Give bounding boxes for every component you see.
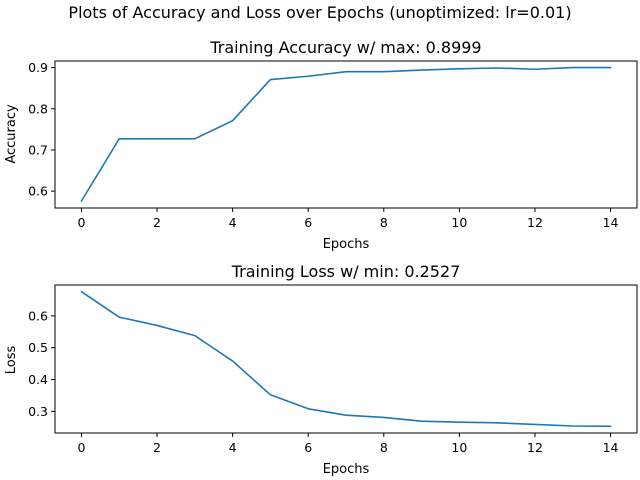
accuracy-y-tick-label: 0.7 — [28, 142, 48, 157]
accuracy-chart: Training Accuracy w/ max: 0.8999 Epochs … — [4, 38, 638, 252]
loss-y-tick-label: 0.5 — [28, 340, 48, 355]
accuracy-x-tick-label: 10 — [451, 215, 467, 230]
accuracy-series-line — [80, 66, 612, 202]
loss-y-tick-label: 0.3 — [28, 404, 48, 419]
loss-x-tick-label: 0 — [77, 440, 85, 455]
loss-x-tick-label: 12 — [527, 440, 543, 455]
loss-y-axis-label: Loss — [4, 346, 19, 375]
accuracy-x-tick-label: 6 — [304, 215, 312, 230]
loss-plot-frame — [54, 284, 638, 434]
loss-chart: Training Loss w/ min: 0.2527 Epochs Loss… — [4, 262, 638, 477]
loss-x-tick-label: 6 — [304, 440, 312, 455]
loss-x-tick-label: 10 — [451, 440, 467, 455]
accuracy-y-tick-label: 0.9 — [28, 60, 48, 75]
loss-chart-title: Training Loss w/ min: 0.2527 — [231, 262, 461, 281]
accuracy-x-axis-label: Epochs — [323, 237, 370, 252]
accuracy-y-tick-label: 0.6 — [28, 184, 48, 199]
accuracy-x-tick-label: 4 — [229, 215, 237, 230]
loss-series-line — [80, 290, 612, 428]
loss-x-tick-label: 4 — [229, 440, 237, 455]
loss-y-tick-label: 0.6 — [28, 308, 48, 323]
accuracy-x-tick-label: 12 — [527, 215, 543, 230]
loss-x-tick-label: 8 — [380, 440, 388, 455]
figure-suptitle: Plots of Accuracy and Loss over Epochs (… — [68, 3, 571, 22]
loss-x-axis-label: Epochs — [323, 462, 370, 477]
accuracy-x-tick-label: 14 — [603, 215, 619, 230]
accuracy-plot-frame — [54, 60, 638, 209]
loss-y-tick-label: 0.4 — [28, 372, 48, 387]
accuracy-x-tick-label: 8 — [380, 215, 388, 230]
loss-x-tick-label: 14 — [603, 440, 619, 455]
loss-x-tick-label: 2 — [153, 440, 161, 455]
accuracy-x-tick-label: 0 — [77, 215, 85, 230]
accuracy-y-axis-label: Accuracy — [4, 104, 19, 164]
accuracy-y-tick-label: 0.8 — [28, 101, 48, 116]
accuracy-x-tick-label: 2 — [153, 215, 161, 230]
accuracy-chart-title: Training Accuracy w/ max: 0.8999 — [209, 38, 481, 57]
